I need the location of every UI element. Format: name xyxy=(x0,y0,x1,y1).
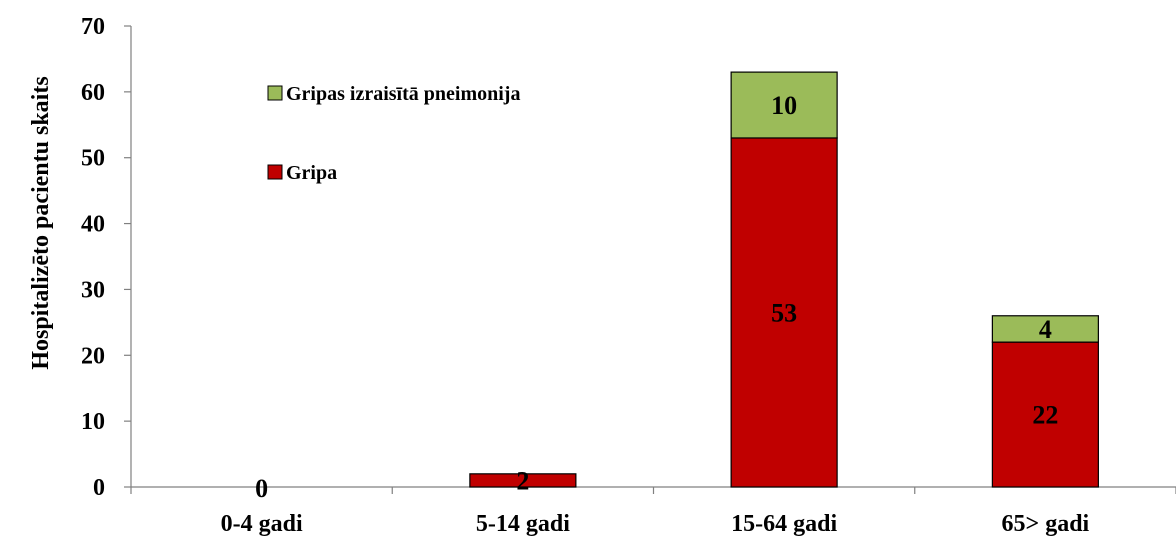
bar-gripa xyxy=(991,341,1099,488)
legend-label: Gripas izraisītā pneimonija xyxy=(286,83,520,105)
x-tick-label: 0-4 gadi xyxy=(221,511,303,537)
legend-swatch xyxy=(267,85,283,101)
x-tick-label: 5-14 gadi xyxy=(476,511,570,537)
bars xyxy=(469,71,1099,488)
legend-label: Gripa xyxy=(286,162,337,184)
y-axis-title: Hospitalizēto pacientu skaits xyxy=(28,76,54,369)
y-tick-label: 70 xyxy=(81,14,105,40)
bar-pneimonija xyxy=(991,315,1099,343)
y-tick-label: 0 xyxy=(93,475,105,501)
data-label: 4 xyxy=(1039,315,1052,344)
x-tick-label: 65> gadi xyxy=(1002,511,1090,537)
data-labels: 0 2 53 10 22 4 xyxy=(255,91,1058,503)
bar-pneimonija xyxy=(730,71,838,139)
legend: Gripas izraisītā pneimonija Gripa xyxy=(267,83,520,184)
data-label: 22 xyxy=(1032,401,1058,430)
y-tick-label: 20 xyxy=(81,343,105,369)
legend-swatch xyxy=(267,164,283,180)
x-tick-label: 15-64 gadi xyxy=(731,511,837,537)
data-label: 0 xyxy=(255,474,268,503)
data-label: 10 xyxy=(771,91,797,120)
y-tick-label: 50 xyxy=(81,146,105,172)
bar-gripa xyxy=(469,473,577,488)
y-tick-label: 60 xyxy=(81,80,105,106)
data-label: 2 xyxy=(516,466,529,495)
y-tick-label: 10 xyxy=(81,409,105,435)
y-tick-label: 30 xyxy=(81,277,105,303)
y-tick-label: 40 xyxy=(81,212,105,238)
bar-gripa xyxy=(730,137,838,488)
data-label: 53 xyxy=(771,298,797,327)
